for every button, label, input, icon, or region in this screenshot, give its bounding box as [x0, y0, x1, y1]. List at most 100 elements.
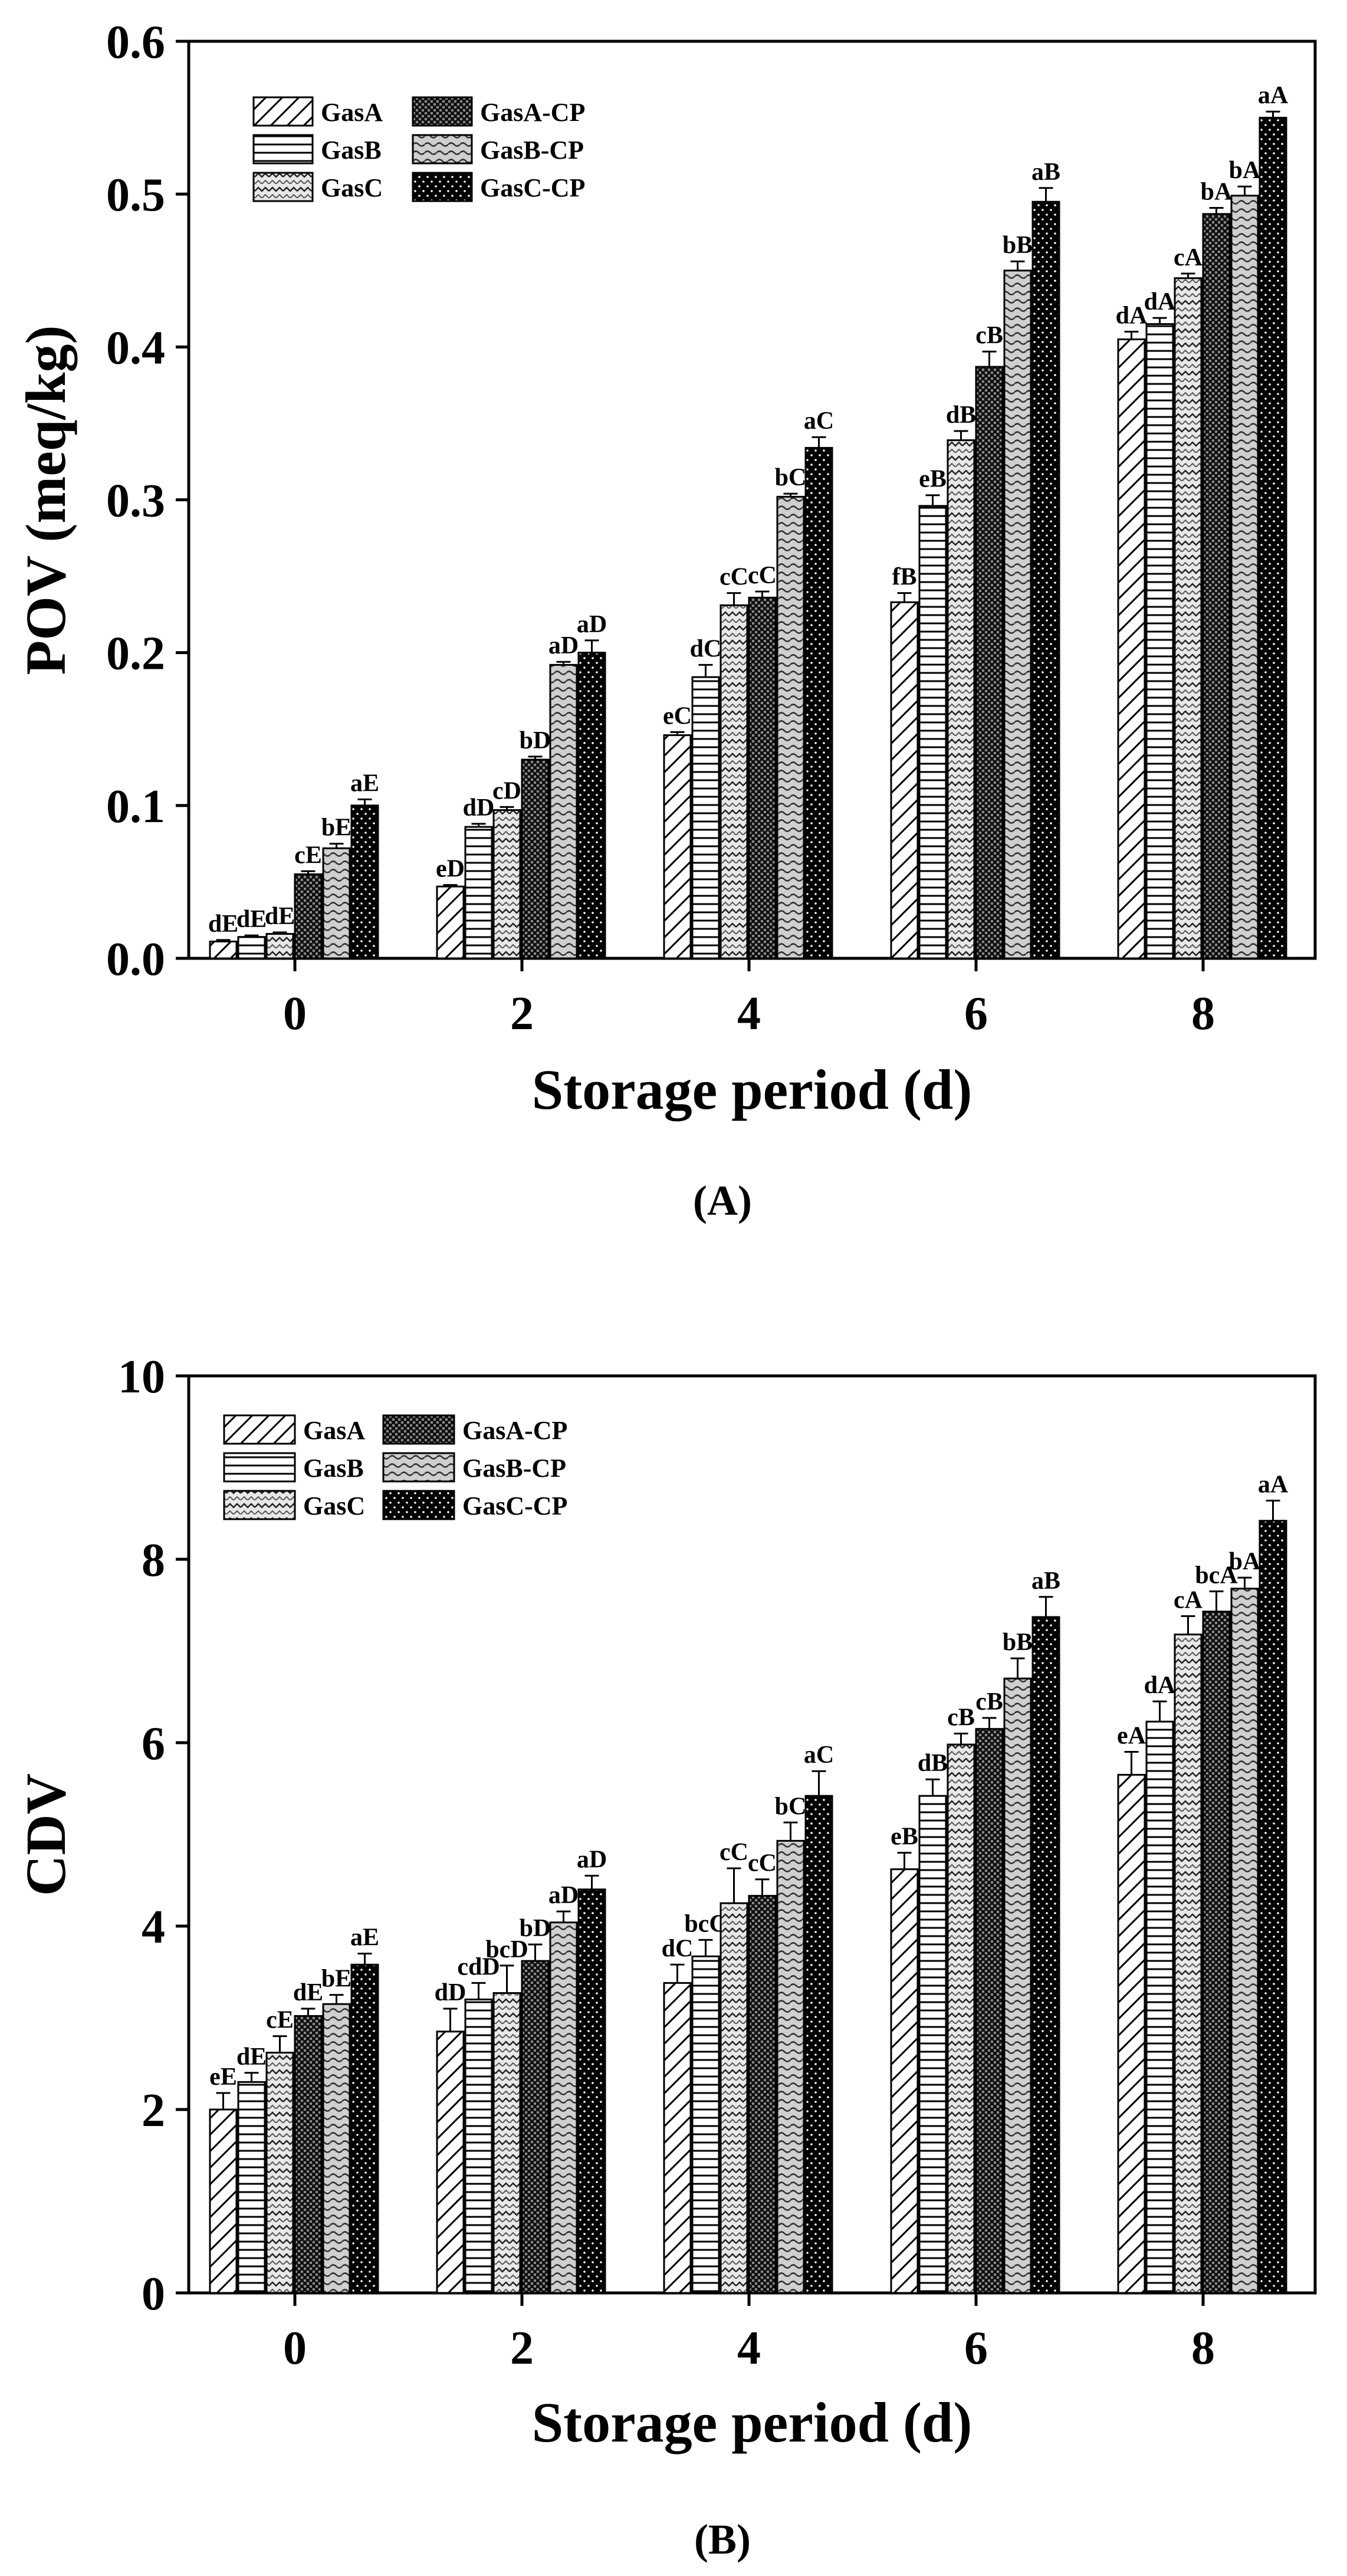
bar-label: aA: [1258, 82, 1289, 109]
bar-gasa-cp-6: [975, 1728, 1004, 2294]
bar-label: dA: [1144, 288, 1176, 316]
legend-swatch-gasc: [252, 172, 314, 202]
bar-label: bD: [520, 727, 551, 754]
y-tick-label: 0.1: [106, 781, 165, 833]
bar-gasc-6: [947, 1743, 975, 2294]
bar-gasc-cp-8: [1259, 117, 1287, 960]
bar-gasc-0: [265, 933, 294, 960]
bar-gasb-cp-4: [776, 1839, 805, 2294]
bar-label: aD: [548, 1882, 579, 1909]
bar-label: dE: [236, 2043, 267, 2071]
bar-gasc-cp-2: [577, 1888, 606, 2294]
bar-label: bB: [1003, 1629, 1033, 1656]
bars-b: eEdDdCeBeAdEcdDbcCdBdAcEbcDcCcBcAdEbDcCc…: [209, 1471, 1289, 2294]
bar-label: cB: [975, 322, 1003, 349]
bar-label: dE: [293, 1979, 323, 2006]
bar-gasb-cp-4: [776, 495, 805, 960]
bar-label: cC: [720, 564, 748, 591]
legend-swatch-gasc: [223, 1490, 296, 1520]
x-tick-label: 6: [964, 2322, 988, 2374]
legend-label-gasc: GasC: [303, 1491, 365, 1520]
x-axis-title-b: Storage period (d): [532, 2391, 973, 2454]
bar-gasb-cp-2: [549, 663, 578, 960]
y-tick-label: 0.3: [106, 475, 165, 527]
legend-label-gasa: GasA: [321, 98, 383, 127]
bar-label: cE: [266, 2007, 294, 2034]
bar-gasc-2: [492, 1992, 521, 2294]
bar-gasc-4: [720, 1902, 748, 2294]
y-tick-label: 0.4: [106, 322, 165, 374]
axes-a: 0.0 0.1 0.2 0.3 0.4 0.5 0.6 0 2 4 6 8: [106, 17, 1215, 1040]
bar-gasc-cp-2: [577, 652, 606, 960]
y-tick-label: 0.5: [106, 169, 165, 221]
bar-gasb-0: [237, 2081, 266, 2294]
bar-label: eA: [1117, 1723, 1146, 1750]
bar-label: aD: [548, 632, 579, 659]
bar-gasa-cp-8: [1202, 1611, 1231, 2294]
panel-label-a: (A): [693, 1177, 752, 1224]
bar-label: dC: [690, 635, 722, 662]
bar-gasa-cp-4: [748, 1895, 777, 2294]
legend-label-gasc: GasC: [321, 173, 383, 202]
bar-gasb-0: [237, 936, 266, 960]
bar-gasa-cp-0: [294, 2015, 323, 2294]
bar-label: bD: [520, 1915, 551, 1942]
bar-gasb-cp-2: [549, 1921, 578, 2294]
bar-label: bA: [1201, 178, 1233, 205]
x-tick-label: 2: [510, 988, 534, 1040]
bar-gasc-cp-4: [804, 446, 833, 960]
bar-label: fB: [892, 564, 917, 591]
bar-label: cC: [720, 1839, 748, 1866]
bar-gasa-cp-8: [1202, 213, 1231, 960]
bar-gasb-2: [464, 826, 493, 960]
legend-swatch-gasa-cp: [382, 1414, 455, 1445]
bar-gasa-8: [1117, 1773, 1146, 2294]
legend-swatch-gasa: [252, 96, 314, 127]
bar-label: cC: [748, 1850, 777, 1877]
bar-label: bE: [321, 814, 351, 842]
y-tick-label: 0.6: [106, 17, 165, 68]
bar-label: aA: [1258, 1471, 1289, 1498]
bar-label: aB: [1031, 1568, 1060, 1595]
legend-swatch-gasb-cp: [412, 134, 473, 165]
panel-label-b: (B): [694, 2516, 751, 2563]
bar-label: cB: [947, 1704, 975, 1731]
bar-label: eE: [209, 2064, 237, 2091]
bar-gasa-6: [890, 601, 919, 960]
bar-label: cA: [1174, 244, 1203, 271]
legend-swatch-gasa: [223, 1414, 296, 1445]
bar-label: eB: [919, 466, 947, 493]
bars-a: dE eD eC fB dA dE dD dC eB dA dE cD cC dB cA cE bD cC cB bA…: [208, 82, 1289, 960]
bar-gasb-cp-0: [322, 2003, 351, 2294]
y-tick-label: 0.0: [106, 934, 165, 985]
legend-swatch-gasb: [252, 134, 314, 165]
y-tick-label: 6: [142, 1718, 165, 1770]
bar-label: dD: [435, 1979, 466, 2006]
bar-gasa-2: [436, 2030, 465, 2294]
bar-gasb-4: [691, 1955, 720, 2294]
legend-label-gasa-cp: GasA-CP: [462, 1416, 567, 1445]
bar-label: dE: [208, 911, 238, 938]
bar-gasc-cp-8: [1259, 1520, 1287, 2294]
bar-gasa-2: [436, 885, 465, 960]
bar-label: dE: [265, 903, 295, 930]
x-tick-label: 0: [283, 988, 307, 1040]
chart-panel-a: 0.00.10.20.30.40.50.60 2 4 6 8 dEeDeCfBdAdEd…: [14, 17, 1317, 1224]
bar-label: bC: [775, 1793, 807, 1820]
bar-label: cC: [748, 562, 777, 589]
bar-label: aB: [1031, 159, 1060, 186]
bar-gasa-cp-0: [294, 873, 323, 960]
bar-gasb-8: [1145, 1720, 1174, 2294]
bar-label: cdD: [457, 1953, 500, 1980]
legend-label-gasc-cp: GasC-CP: [480, 173, 585, 202]
bar-gasa-4: [663, 734, 692, 960]
x-tick-label: 4: [737, 2322, 761, 2374]
bar-label: cB: [975, 1688, 1003, 1716]
legend-a: GasA GasA-CP GasB GasB-CP GasC GasC-CP: [252, 96, 585, 202]
y-tick-label: 8: [142, 1535, 165, 1586]
bar-gasa-cp-4: [748, 596, 777, 960]
legend-swatch-gasc-cp: [412, 172, 473, 202]
y-axis-title-a: POV (meq/kg): [14, 326, 77, 675]
x-tick-label: 4: [737, 988, 761, 1040]
